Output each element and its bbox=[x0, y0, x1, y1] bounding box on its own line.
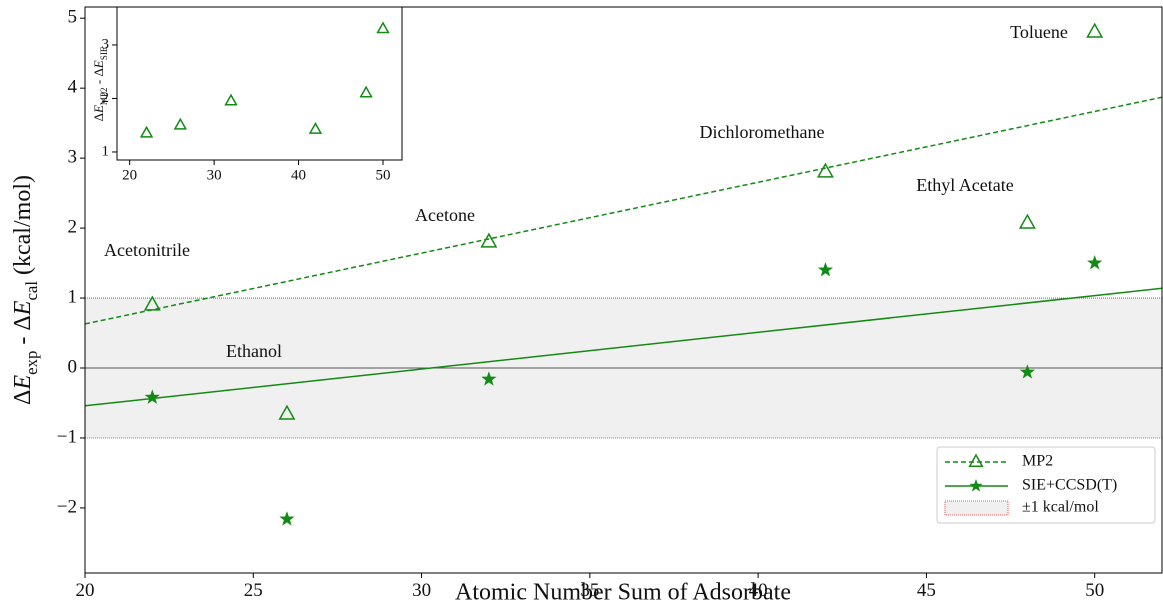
annotation: Toluene bbox=[1010, 22, 1068, 42]
x-tick-label: 40 bbox=[749, 580, 768, 601]
y-axis-label-part: E bbox=[10, 375, 36, 391]
y-axis-label-part: E bbox=[91, 105, 106, 114]
y-axis-label-part: - Δ bbox=[10, 315, 36, 350]
legend-label: MP2 bbox=[1022, 453, 1053, 470]
y-axis-label: ΔEexp - ΔEcal (kcal/mol) bbox=[10, 175, 42, 405]
y-axis-label-part: E bbox=[91, 60, 106, 69]
plot-area bbox=[117, 7, 402, 160]
triangle-marker bbox=[480, 232, 498, 248]
annotation: Ethanol bbox=[226, 341, 282, 361]
x-tick-label: 50 bbox=[1085, 580, 1104, 601]
star-marker bbox=[144, 389, 160, 404]
plot-frame bbox=[116, 6, 403, 161]
y-axis-label-part: - Δ bbox=[91, 68, 106, 87]
y-tick-label: 2 bbox=[102, 90, 110, 106]
triangle-marker bbox=[139, 125, 154, 138]
annotation: Ethyl Acetate bbox=[916, 175, 1013, 195]
fit-line bbox=[84, 287, 1163, 407]
annotation: Acetone bbox=[415, 205, 475, 225]
y-tick-label: −1 bbox=[57, 426, 77, 447]
y-axis-label: ΔEMP2 - ΔESIE bbox=[91, 46, 109, 121]
y-tick-label: 3 bbox=[68, 146, 78, 167]
triangle-marker bbox=[1018, 213, 1036, 229]
triangle-marker bbox=[968, 453, 984, 467]
star-marker bbox=[817, 262, 834, 277]
triangle-marker bbox=[308, 121, 323, 134]
y-tick-label: 1 bbox=[102, 143, 110, 159]
star-marker bbox=[279, 511, 295, 526]
triangle-marker bbox=[1086, 22, 1104, 38]
y-axis-label-part: Δ bbox=[10, 390, 36, 405]
triangle-marker bbox=[173, 117, 188, 130]
star-marker bbox=[1087, 255, 1103, 270]
y-tick-label: −2 bbox=[57, 496, 77, 517]
y-axis-label-part: E bbox=[10, 300, 36, 316]
y-tick-label: 1 bbox=[68, 286, 78, 307]
y-tick-label: 3 bbox=[102, 36, 110, 52]
legend-label: ±1 kcal/mol bbox=[1022, 499, 1099, 516]
x-tick-label: 20 bbox=[122, 168, 137, 184]
y-axis-label-part: Δ bbox=[91, 113, 106, 121]
x-tick-label: 45 bbox=[917, 580, 936, 601]
y-tick-label: 0 bbox=[68, 356, 78, 377]
y-tick-label: 4 bbox=[68, 77, 78, 98]
x-tick-label: 50 bbox=[376, 168, 391, 184]
x-tick-label: 25 bbox=[244, 580, 263, 601]
y-tick-label: 5 bbox=[68, 7, 78, 28]
triangle-marker bbox=[816, 162, 834, 178]
triangle-marker bbox=[143, 295, 161, 311]
triangle-marker bbox=[376, 21, 390, 34]
x-tick-label: 40 bbox=[291, 168, 306, 184]
y-axis-label-part: exp bbox=[22, 351, 41, 375]
plot-frame bbox=[84, 6, 1163, 574]
x-tick-label: 30 bbox=[412, 580, 431, 601]
star-marker bbox=[481, 371, 497, 386]
triangle-marker bbox=[278, 404, 296, 420]
y-axis-label-part: cal bbox=[22, 281, 41, 301]
y-axis-label-part: SIE bbox=[99, 46, 109, 60]
star-marker bbox=[969, 479, 983, 492]
triangle-marker bbox=[359, 85, 373, 98]
y-axis-label-part: (kcal/mol) bbox=[10, 175, 36, 281]
triangle-marker bbox=[224, 93, 238, 106]
star-marker bbox=[1019, 364, 1035, 379]
legend-label: SIE+CCSD(T) bbox=[1022, 477, 1117, 494]
annotation: Acetonitrile bbox=[104, 240, 190, 260]
y-tick-label: 2 bbox=[68, 216, 78, 237]
x-tick-label: 35 bbox=[580, 580, 599, 601]
y-axis-label-part: MP2 bbox=[99, 87, 109, 105]
x-tick-label: 20 bbox=[76, 580, 95, 601]
x-axis-label: Atomic Number Sum of Adsorbate bbox=[455, 580, 791, 605]
annotation: Dichloromethane bbox=[700, 122, 825, 142]
legend-band bbox=[944, 500, 1009, 516]
x-tick-label: 30 bbox=[207, 168, 222, 184]
